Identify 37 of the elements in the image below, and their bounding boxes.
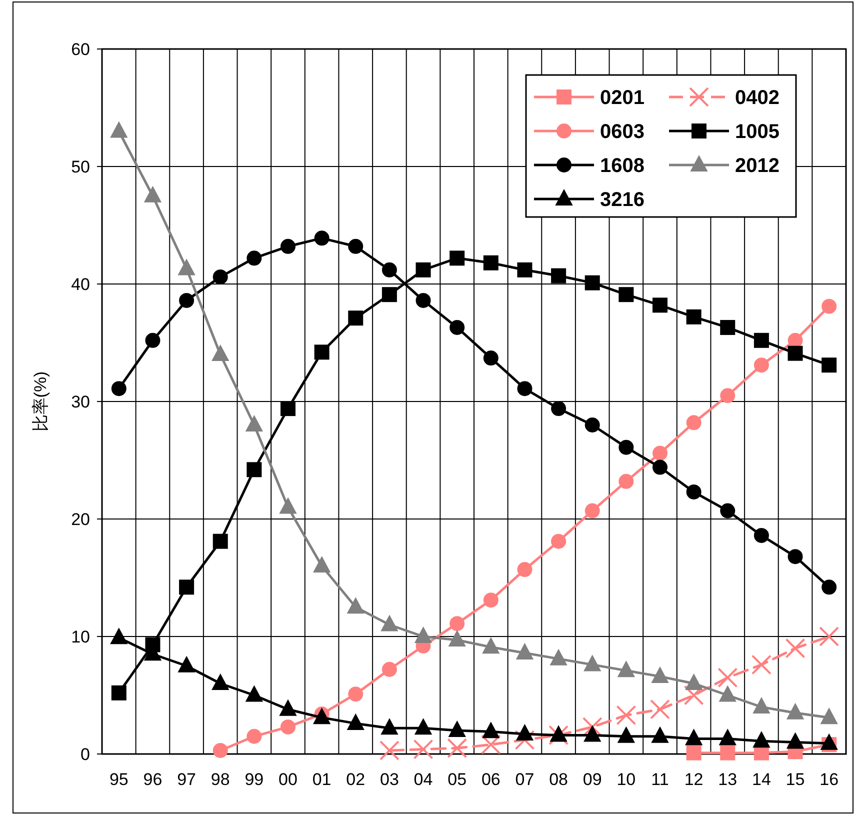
legend-label: 1005: [735, 121, 780, 143]
x-tick-label: 07: [515, 770, 534, 789]
x-tick-label: 02: [346, 770, 366, 789]
x-tick-label: 10: [616, 770, 636, 789]
x-tick-label: 00: [278, 770, 298, 789]
y-axis-title: 比率(%): [31, 371, 50, 432]
y-tick-label: 20: [71, 510, 90, 529]
x-tick-label: 11: [651, 770, 669, 789]
legend-label: 3216: [600, 189, 644, 211]
x-tick-label: 03: [380, 770, 399, 789]
x-tick-label: 98: [210, 770, 230, 789]
legend-label: 0201: [600, 87, 644, 109]
y-tick-label: 40: [71, 275, 90, 294]
y-tick-label: 60: [71, 40, 90, 59]
x-tick-label: 01: [312, 770, 332, 789]
x-tick-label: 06: [481, 770, 500, 789]
x-tick-label: 04: [414, 770, 433, 789]
x-tick-label: 95: [109, 770, 128, 789]
x-tick-label: 09: [582, 770, 602, 789]
y-tick-label: 0: [80, 745, 90, 764]
y-tick-label: 50: [71, 158, 90, 176]
legend-label: 0402: [735, 87, 780, 109]
x-tick-label: 96: [143, 770, 162, 789]
legend-label: 1608: [600, 155, 644, 177]
x-tick-label: 14: [752, 770, 771, 789]
y-tick-label: 10: [71, 628, 90, 646]
x-tick-label: 15: [786, 770, 805, 789]
x-tick-label: 13: [718, 770, 738, 789]
x-tick-label: 97: [177, 770, 196, 789]
legend-label: 2012: [735, 155, 780, 177]
x-tick-label: 05: [448, 770, 467, 789]
x-tick-label: 08: [549, 770, 568, 789]
x-tick-label: 12: [684, 770, 704, 789]
x-tick-label: 16: [820, 770, 839, 789]
legend-label: 0603: [600, 121, 644, 143]
y-tick-label: 30: [71, 392, 90, 412]
x-tick-label: 99: [244, 770, 264, 789]
